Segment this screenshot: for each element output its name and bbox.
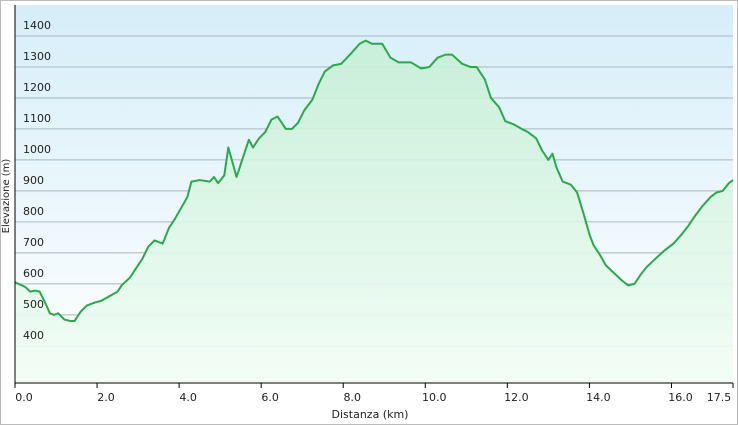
y-tick-label: 600: [23, 267, 44, 280]
x-tick-label: 14.0: [586, 391, 611, 404]
x-tick-label: 2.0: [97, 391, 115, 404]
x-tick-label: 0.0: [15, 391, 33, 404]
y-tick-label: 1100: [23, 112, 51, 125]
x-axis-title: Distanza (km): [332, 408, 409, 421]
x-tick-label: 4.0: [179, 391, 197, 404]
elevation-line: [14, 39, 734, 323]
y-tick-label: 1000: [23, 143, 51, 156]
x-tick-label: 6.0: [261, 391, 279, 404]
y-tick-label: 1400: [23, 19, 51, 32]
y-tick-label: 500: [23, 298, 44, 311]
x-tick-label: 16.0: [668, 391, 693, 404]
x-tick-label: 10.0: [422, 391, 447, 404]
x-tick-label: 17.5: [707, 391, 732, 404]
y-tick-label: 400: [23, 329, 44, 342]
y-tick-label: 800: [23, 205, 44, 218]
x-tick-label: 8.0: [343, 391, 361, 404]
y-tick-label: 900: [23, 174, 44, 187]
y-tick-label: 1300: [23, 50, 51, 63]
y-tick-label: 700: [23, 236, 44, 249]
y-axis-title: Elevazione (m): [1, 159, 12, 234]
x-tick-label: 12.0: [504, 391, 529, 404]
area-fill: [15, 40, 733, 383]
y-tick-label: 1200: [23, 81, 51, 94]
